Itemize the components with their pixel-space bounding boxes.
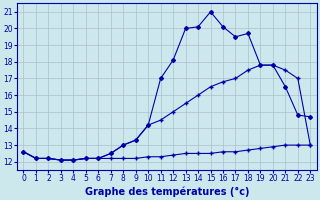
X-axis label: Graphe des températures (°c): Graphe des températures (°c)	[85, 186, 249, 197]
